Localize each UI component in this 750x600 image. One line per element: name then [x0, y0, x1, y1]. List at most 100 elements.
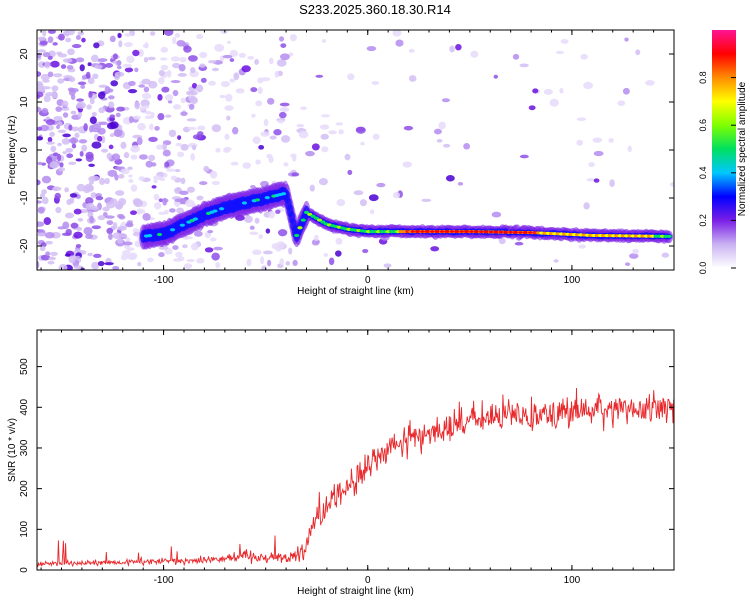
heatmap-cell	[622, 87, 630, 95]
heatmap-cell	[37, 91, 44, 98]
heatmap-cell	[518, 231, 523, 234]
heatmap-cell	[420, 230, 425, 233]
heatmap-cell	[645, 79, 655, 86]
heatmap-cell	[114, 71, 125, 77]
heatmap-cell	[355, 126, 365, 132]
heatmap-cell	[208, 80, 216, 86]
heatmap-cell	[124, 67, 134, 73]
heatmap-cell	[130, 184, 138, 192]
heatmap-cell	[150, 31, 156, 36]
heatmap-cell	[203, 165, 210, 173]
heatmap-cell	[123, 42, 134, 47]
heatmap-cell	[592, 137, 603, 143]
heatmap-cell	[147, 234, 153, 238]
heatmap-cell	[219, 94, 226, 99]
heatmap-cell	[44, 232, 55, 239]
heatmap-cell	[624, 37, 629, 42]
heatmap-cell	[52, 152, 59, 157]
heatmap-cell	[47, 30, 56, 34]
heatmap-cell	[190, 152, 195, 161]
heatmap-cell	[235, 88, 245, 94]
heatmap-cell	[249, 231, 259, 236]
heatmap-cell	[65, 37, 72, 43]
heatmap-cell	[273, 129, 282, 136]
heatmap-cell	[196, 195, 204, 201]
heatmap-cell	[91, 225, 102, 230]
heatmap-cell	[115, 190, 125, 196]
heatmap-cell	[145, 160, 153, 168]
heatmap-cell	[190, 67, 196, 74]
heatmap-cell	[347, 73, 355, 81]
heatmap-cell	[114, 166, 122, 171]
heatmap-cell	[291, 172, 300, 177]
heatmap-cell	[47, 55, 53, 60]
colorbar-tick-label: 0.8	[698, 71, 708, 84]
heatmap-cell	[158, 198, 164, 203]
heatmap-cell	[45, 251, 51, 256]
heatmap-cell	[49, 161, 60, 169]
heatmap-cell	[559, 87, 564, 94]
heatmap-cell	[73, 265, 84, 270]
heatmap-cell	[54, 192, 61, 200]
heatmap-cell	[323, 253, 329, 257]
heatmap-cell	[165, 94, 174, 101]
heatmap-cell	[57, 167, 66, 172]
heatmap-cell	[174, 33, 181, 38]
heatmap-cell	[296, 123, 305, 128]
heatmap-cell	[53, 116, 63, 122]
heatmap-cell	[292, 259, 298, 266]
heatmap-cell	[288, 52, 294, 57]
heatmap-cell	[138, 84, 146, 88]
bottom-axes: -100 0 100 0 100 200 300 400 500 Height of straig…	[7, 330, 675, 597]
heatmap-cell	[117, 32, 122, 39]
heatmap-cell	[40, 254, 51, 261]
heatmap-cell	[44, 61, 51, 69]
heatmap-cell	[186, 186, 195, 193]
heatmap-cell	[37, 200, 43, 204]
heatmap-cell	[48, 256, 56, 261]
heatmap-cell	[109, 114, 116, 119]
heatmap-cell	[172, 36, 177, 45]
heatmap-cell	[336, 199, 346, 207]
colorbar-tick-label: 0.4	[698, 167, 708, 180]
heatmap-cell	[132, 115, 142, 120]
heatmap-cell	[209, 170, 218, 179]
heatmap-cell	[179, 190, 189, 195]
heatmap-cell	[98, 121, 108, 126]
heatmap-cell	[75, 34, 81, 40]
heatmap-cell	[179, 223, 185, 227]
heatmap-cell	[168, 129, 177, 138]
heatmap-cell	[90, 192, 97, 199]
heatmap-cell	[56, 124, 61, 130]
y-tick-label: 0	[19, 147, 30, 153]
heatmap-cell	[94, 64, 103, 70]
heatmap-cell	[108, 233, 113, 241]
heatmap-cell	[254, 59, 259, 65]
heatmap-cell	[113, 129, 123, 138]
heatmap-cell	[259, 256, 265, 265]
heatmap-cell	[37, 49, 46, 53]
heatmap-cell	[176, 207, 184, 214]
heatmap-cell	[75, 158, 83, 162]
colorbar-tick-label: 0.6	[698, 119, 708, 132]
heatmap-cell	[266, 153, 273, 159]
heatmap-cell	[169, 208, 176, 213]
heatmap-cell	[147, 257, 154, 263]
heatmap-cell	[576, 139, 584, 146]
heatmap-cell	[176, 39, 186, 47]
heatmap-cell	[553, 259, 559, 263]
heatmap-cell	[104, 178, 110, 185]
heatmap-cell	[169, 228, 176, 232]
heatmap-cell	[247, 55, 255, 60]
heatmap-cell	[92, 73, 99, 80]
heatmap-cell	[37, 206, 45, 214]
heatmap-cell	[114, 174, 119, 181]
heatmap-cell	[543, 88, 553, 95]
heatmap-cell	[264, 196, 270, 200]
heatmap-cell	[137, 49, 144, 57]
heatmap-cell	[106, 152, 113, 160]
heatmap-cell	[134, 67, 139, 73]
heatmap-cell	[62, 133, 71, 138]
